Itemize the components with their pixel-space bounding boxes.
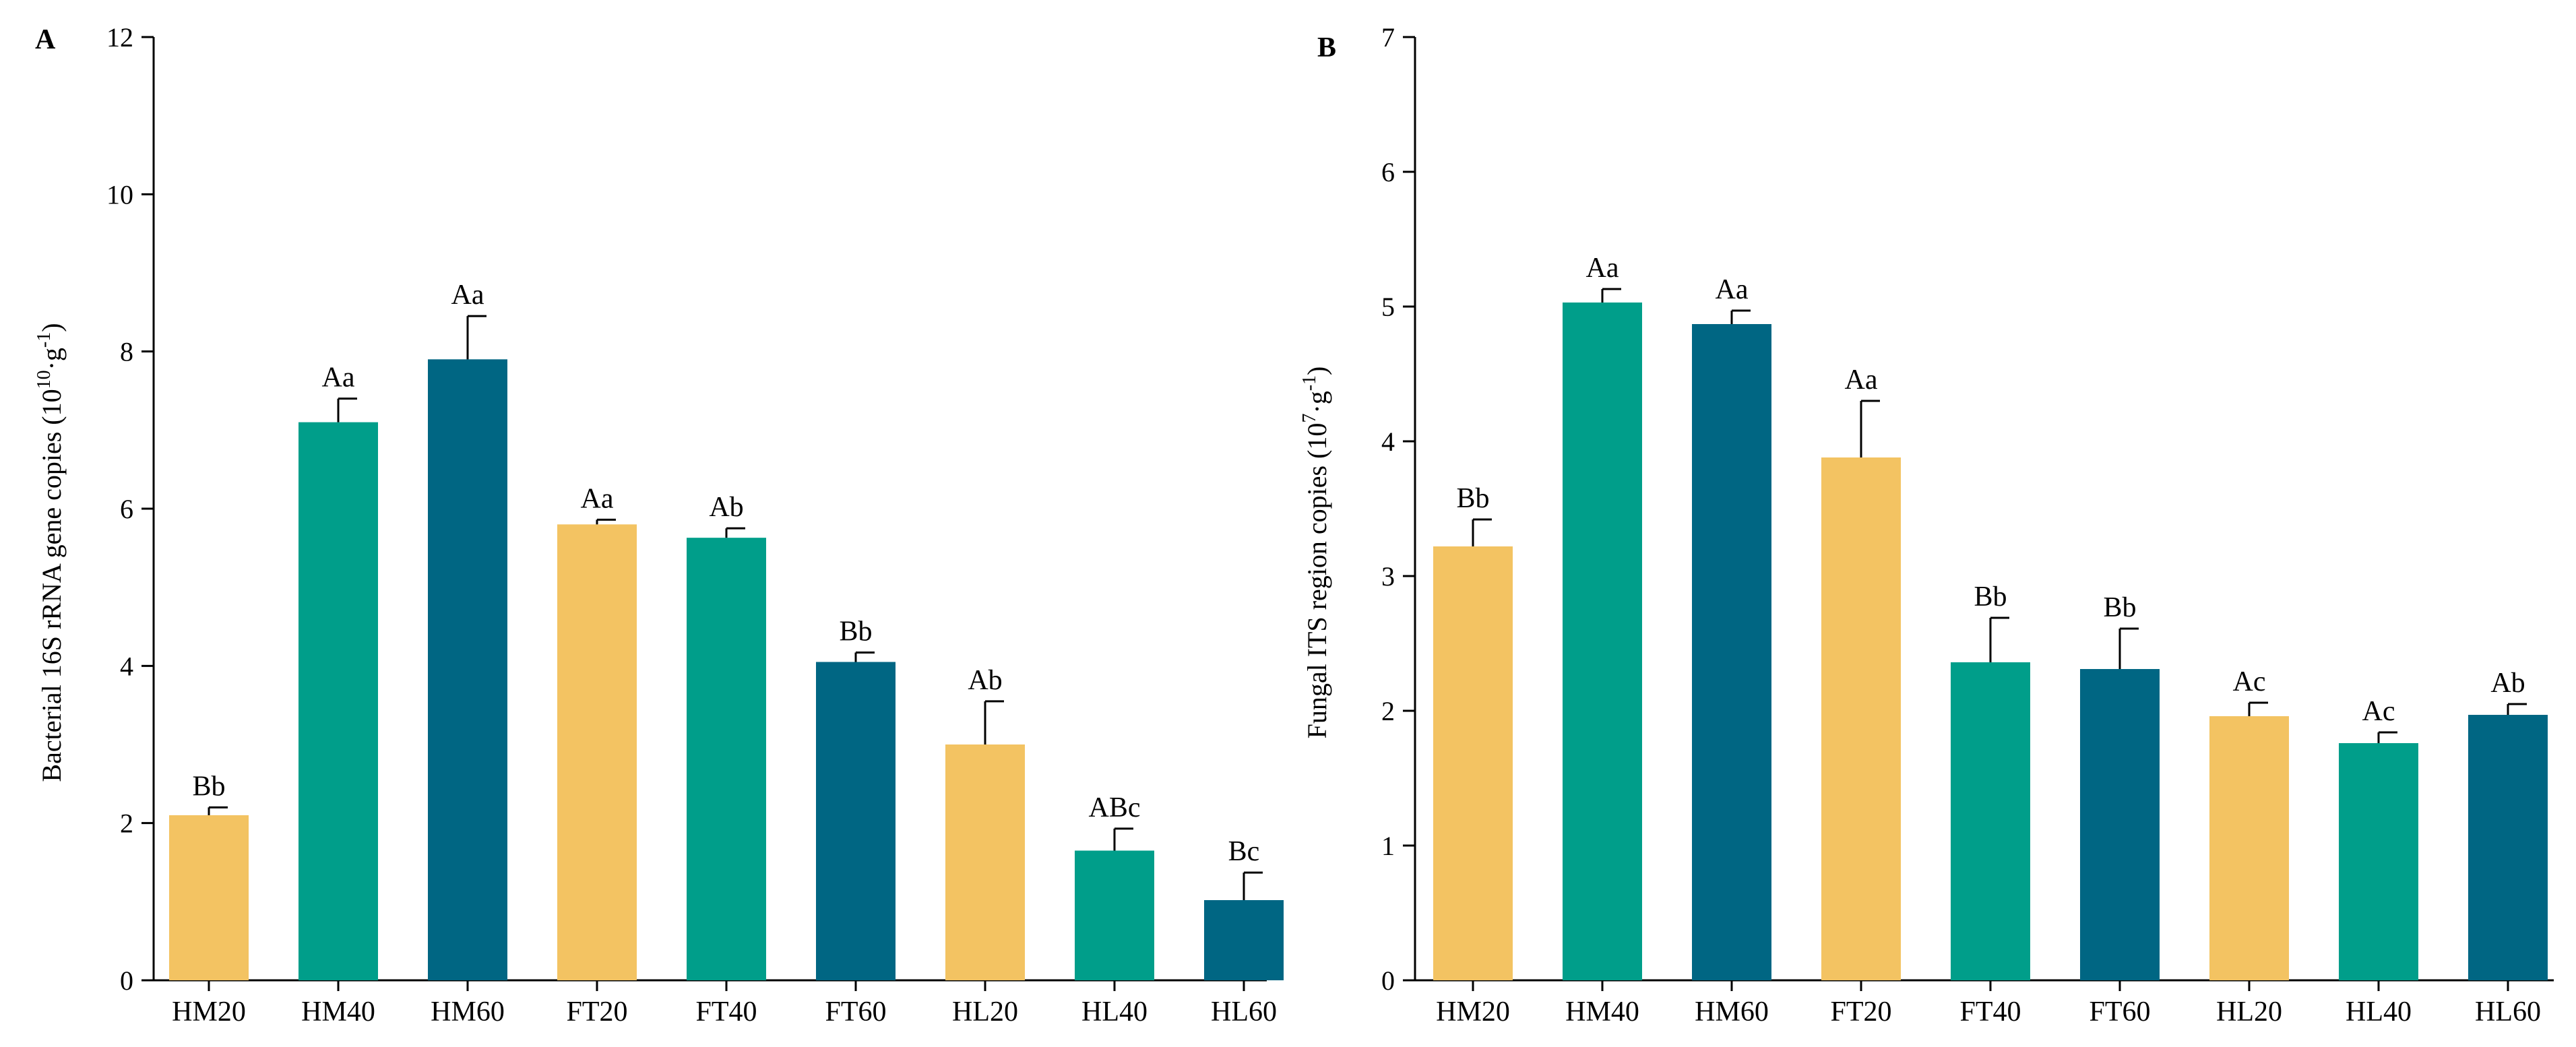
panel-a-y-tick-label: 8 xyxy=(120,337,133,367)
panel-a-category-label: HL60 xyxy=(1211,996,1277,1027)
panel-a-category-label: FT20 xyxy=(566,996,627,1027)
panel-b-category-label: HM20 xyxy=(1436,996,1510,1027)
panel-b-category-label: FT40 xyxy=(1959,996,2021,1027)
panel-b-y-tick-label: 0 xyxy=(1381,965,1395,996)
panel-a-category-label: FT40 xyxy=(695,996,757,1027)
panel-b-significance-label: Bb xyxy=(1974,581,2007,612)
panel-b-y-tick-label: 5 xyxy=(1381,292,1395,322)
panel-a-bar-hl40 xyxy=(1075,850,1154,980)
panel-b-bar-hl60 xyxy=(2468,715,2548,980)
panel-b-ylabel-sup2: -1 xyxy=(1299,375,1320,391)
panel-b-category-label: FT20 xyxy=(1830,996,1891,1027)
panel-b-y-tick-label: 7 xyxy=(1381,22,1395,53)
panel-a-y-tick-label: 12 xyxy=(106,22,133,53)
panel-b-significance-label: Aa xyxy=(1586,253,1619,284)
panel-b-category-label: HL40 xyxy=(2346,996,2412,1027)
panel-a-category-label: HM40 xyxy=(301,996,375,1027)
panel-b-significance-label: Ac xyxy=(2362,696,2395,727)
panel-a-bar-ft40 xyxy=(687,538,766,980)
panel-a-bar-hl60 xyxy=(1204,900,1284,980)
panel-b-bar-hl40 xyxy=(2339,743,2418,980)
panel-b-bar-hl20 xyxy=(2209,716,2289,980)
panel-a-significance-label: ABc xyxy=(1089,792,1141,823)
panel-b-significance-label: Aa xyxy=(1845,364,1878,395)
panel-a-y-axis-label: Bacterial 16S rRNA gene copies (1010·g-1… xyxy=(34,323,67,782)
panel-a-bar-hm40 xyxy=(299,422,378,980)
panel-a-significance-label: Ab xyxy=(968,665,1002,696)
panel-b-category-label: FT60 xyxy=(2089,996,2150,1027)
panel-b-significance-label: Ac xyxy=(2233,666,2266,697)
panel-b-bar-ft20 xyxy=(1821,457,1901,980)
panel-b-y-axis-label: Fungal ITS region copies (107·g-1) xyxy=(1299,367,1332,739)
panel-a-bar-ft20 xyxy=(557,524,637,980)
panel-b-bar-ft60 xyxy=(2080,669,2160,980)
panel-b-bar-ft40 xyxy=(1951,662,2030,980)
panel-b-ylabel-main: Fungal ITS region copies (10 xyxy=(1302,423,1332,739)
panel-a-ylabel-sup1: 10 xyxy=(34,370,55,389)
panel-a-bar-hm20 xyxy=(169,815,249,980)
panel-a-significance-label: Bb xyxy=(839,616,872,647)
panel-a-category-label: HM20 xyxy=(172,996,246,1027)
panel-a-significance-label: Aa xyxy=(581,483,614,514)
panel-a-category-label: FT60 xyxy=(825,996,886,1027)
panel-b-category-label: HL60 xyxy=(2475,996,2541,1027)
panel-a-y-tick-label: 6 xyxy=(120,494,133,524)
panel-a-y-tick-label: 10 xyxy=(106,179,133,210)
panel-a-chart: A Bacterial 16S rRNA gene copies (1010·g… xyxy=(34,22,1284,1027)
panel-b-y-tick-label: 1 xyxy=(1381,831,1395,861)
panel-b-significance-label: Ab xyxy=(2490,668,2525,699)
panel-b-category-label: HM60 xyxy=(1695,996,1769,1027)
panel-b-significance-label: Bb xyxy=(1456,483,1489,514)
panel-b-significance-label: Bb xyxy=(2103,592,2136,623)
panel-b-ylabel-mid: ·g xyxy=(1302,391,1332,413)
panel-b-category-label: HM40 xyxy=(1565,996,1639,1027)
panel-a-y-tick-label: 0 xyxy=(120,965,133,996)
panel-b-significance-label: Aa xyxy=(1716,274,1749,305)
panel-a-ylabel-sup2: -1 xyxy=(34,332,55,348)
panel-b-y-tick-label: 6 xyxy=(1381,157,1395,187)
panel-a-ylabel-end: ) xyxy=(36,323,67,331)
panel-b-y-tick-label: 2 xyxy=(1381,696,1395,726)
panel-b-ylabel-sup1: 7 xyxy=(1299,414,1320,423)
panel-a-bar-hl20 xyxy=(945,744,1025,980)
panel-b-ylabel-end: ) xyxy=(1302,367,1332,375)
panel-a-y-tick-label: 2 xyxy=(120,808,133,839)
panel-a-y-tick-label: 4 xyxy=(120,651,133,681)
panel-b-bar-hm40 xyxy=(1563,303,1642,980)
panel-a-significance-label: Aa xyxy=(451,280,484,311)
panel-b-bar-hm20 xyxy=(1433,546,1513,980)
panel-b-letter: B xyxy=(1317,32,1336,63)
panel-a-category-label: HL40 xyxy=(1081,996,1148,1027)
panel-b-category-label: HL20 xyxy=(2216,996,2282,1027)
panel-b-bar-hm60 xyxy=(1692,324,1771,980)
panel-a-significance-label: Ab xyxy=(709,492,743,523)
panel-a-bar-hm60 xyxy=(428,359,507,980)
panel-b-chart: B Fungal ITS region copies (107·g-1) 012… xyxy=(1299,22,2554,1027)
panel-a-bar-ft60 xyxy=(816,662,896,980)
panel-a-ylabel-mid: ·g xyxy=(36,348,67,370)
panel-a-significance-label: Bb xyxy=(192,771,225,802)
panel-a-category-label: HL20 xyxy=(952,996,1018,1027)
panel-a-significance-label: Aa xyxy=(322,362,355,393)
panel-b-y-tick-label: 4 xyxy=(1381,426,1395,457)
panel-a-ylabel-main: Bacterial 16S rRNA gene copies (10 xyxy=(36,389,67,782)
panel-b-y-tick-label: 3 xyxy=(1381,561,1395,592)
panel-a-significance-label: Bc xyxy=(1228,836,1260,867)
panel-a-category-label: HM60 xyxy=(431,996,505,1027)
panel-a-letter: A xyxy=(35,24,56,55)
